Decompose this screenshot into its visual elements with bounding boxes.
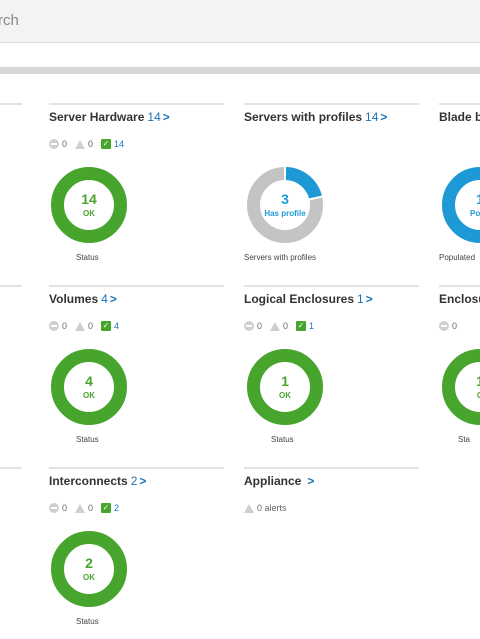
- donut-count: 14: [49, 191, 129, 207]
- disabled-icon: [244, 321, 254, 331]
- donut-status-label: Has profile: [245, 209, 325, 218]
- donut-caption: Status: [76, 253, 99, 262]
- left-panel-edge: [0, 103, 22, 105]
- donut-caption: Status: [271, 435, 294, 444]
- search-bar[interactable]: rch: [0, 0, 480, 43]
- status-donut[interactable]: 2 OK: [49, 529, 129, 609]
- donut-status-label: OK: [245, 391, 325, 400]
- disabled-icon: [49, 503, 59, 513]
- status-counts: 0 0 ✓14: [49, 139, 132, 149]
- search-input[interactable]: rch: [0, 12, 19, 29]
- panel-blade-bays: Blade ba 1 Popu Populated: [439, 103, 480, 275]
- donut-caption: Status: [76, 617, 99, 626]
- status-counts: 0 0 ✓2: [49, 503, 127, 513]
- warning-icon: [244, 504, 254, 513]
- donut-status-label: Popu: [440, 209, 480, 218]
- donut-count: 2: [49, 555, 129, 571]
- check-icon: ✓: [101, 139, 111, 149]
- panel-title[interactable]: Enclosu: [439, 292, 480, 306]
- progress-divider: [0, 67, 480, 74]
- panel-appliance: Appliance> 0 alerts: [244, 467, 419, 639]
- warning-icon: [75, 504, 85, 513]
- warning-icon: [270, 322, 280, 331]
- donut-count: 1: [440, 191, 480, 207]
- status-donut[interactable]: 1 OK: [245, 347, 325, 427]
- warning-icon: [75, 322, 85, 331]
- left-panel-edge: [0, 285, 22, 287]
- panel-enclosures: Enclosu 0 1O Sta: [439, 285, 480, 457]
- blade-donut[interactable]: 1 Popu: [440, 165, 480, 245]
- donut-status-label: O: [440, 391, 480, 400]
- donut-status-label: OK: [49, 209, 129, 218]
- donut-count: 1: [440, 373, 480, 389]
- warning-icon: [75, 140, 85, 149]
- donut-caption: Sta: [458, 435, 470, 444]
- status-counts: 0 0 ✓1: [244, 321, 322, 331]
- donut-status-label: OK: [49, 573, 129, 582]
- donut-caption: Status: [76, 435, 99, 444]
- status-counts: 0 0 ✓4: [49, 321, 127, 331]
- check-icon: ✓: [101, 321, 111, 331]
- status-donut[interactable]: 14 OK: [49, 165, 129, 245]
- alerts-line: 0 alerts: [244, 503, 295, 513]
- disabled-icon: [439, 321, 449, 331]
- disabled-icon: [49, 139, 59, 149]
- status-donut[interactable]: 4 OK: [49, 347, 129, 427]
- left-panel-edge: [0, 467, 22, 469]
- donut-count: 4: [49, 373, 129, 389]
- check-icon: ✓: [296, 321, 306, 331]
- disabled-icon: [49, 321, 59, 331]
- donut-count: 3: [245, 191, 325, 207]
- donut-status-label: OK: [49, 391, 129, 400]
- panel-title[interactable]: Appliance>: [244, 474, 314, 488]
- donut-count: 1: [245, 373, 325, 389]
- donut-caption: Populated: [439, 253, 475, 262]
- profile-donut[interactable]: 3 Has profile: [245, 165, 325, 245]
- status-counts: 0: [439, 321, 465, 331]
- status-donut[interactable]: 1O: [440, 347, 480, 427]
- donut-caption: Servers with profiles: [244, 253, 316, 262]
- check-icon: ✓: [101, 503, 111, 513]
- panel-title[interactable]: Blade ba: [439, 110, 480, 124]
